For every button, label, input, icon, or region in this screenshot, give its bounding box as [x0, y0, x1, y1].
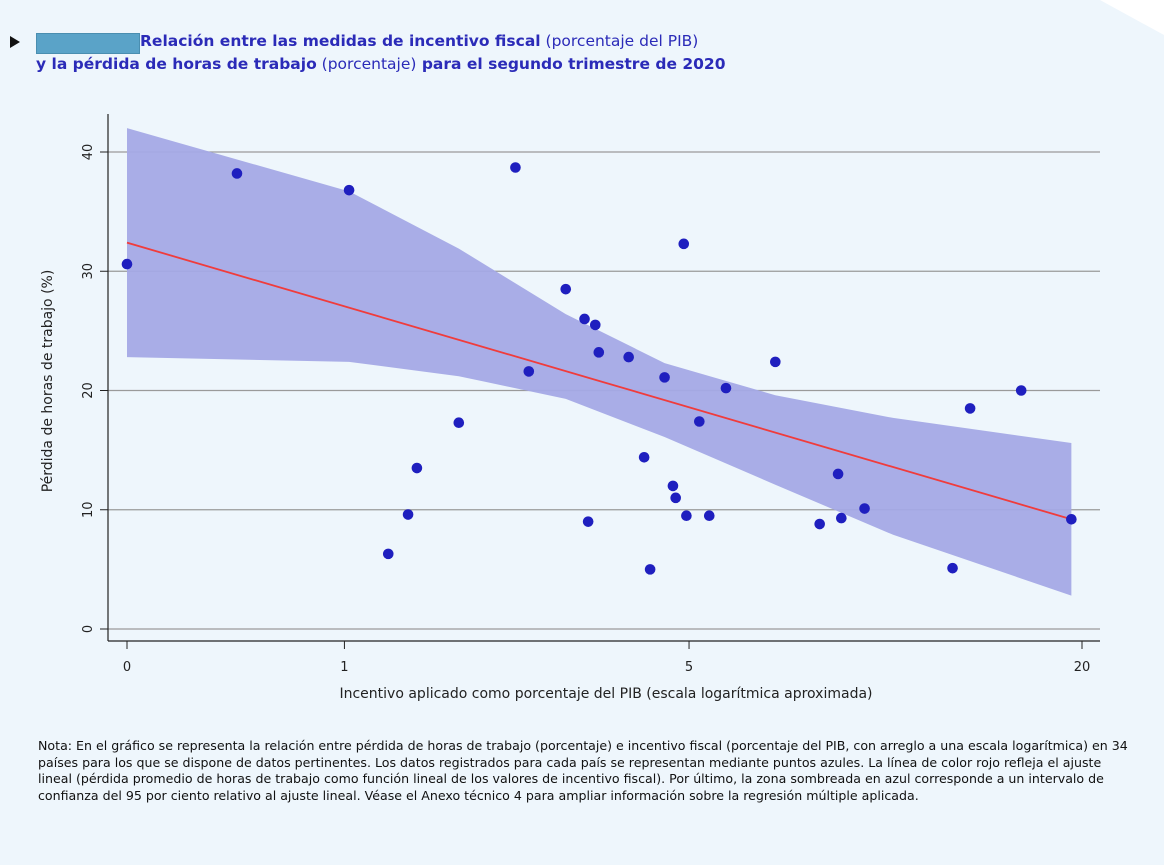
axis-layer: 0 10 20 30 40 0 1 5 20 — [81, 114, 1100, 675]
x-axis-title: Incentivo aplicado como porcentaje del P… — [339, 686, 872, 702]
data-point-8 — [510, 162, 521, 173]
title-line2-bold-b: para el segundo trimestre de 2020 — [416, 55, 726, 73]
figure-label-tag — [36, 33, 140, 54]
y-tick-label-40: 40 — [81, 144, 96, 161]
data-point-28 — [832, 468, 844, 480]
data-point-3 — [343, 184, 355, 196]
data-point-19 — [667, 480, 679, 492]
fit-line-layer — [126, 241, 1072, 521]
y-tick-label-20: 20 — [81, 382, 96, 399]
x-tick-label-1: 1 — [340, 660, 348, 675]
data-point-23 — [694, 416, 705, 427]
data-point-25 — [720, 382, 732, 394]
data-point-20 — [670, 492, 681, 504]
y-axis-title: Pérdida de horas de trabajo (%) — [40, 270, 56, 493]
bullet-arrow-icon — [10, 36, 20, 48]
chart-note: Nota: En el gráfico se representa la rel… — [38, 738, 1128, 803]
title-line1-bold: Relación entre las medidas de incentivo … — [140, 32, 541, 50]
y-tick-label-10: 10 — [81, 501, 96, 518]
title-line-2: y la pérdida de horas de trabajo (porcen… — [36, 53, 726, 76]
y-tick-label-30: 30 — [81, 263, 96, 280]
confidence-band-layer — [127, 128, 1072, 596]
data-point-11 — [579, 313, 590, 325]
x-tick-label-0: 0 — [123, 660, 131, 675]
data-point-26 — [770, 356, 781, 368]
data-point-4 — [382, 548, 394, 560]
x-tick-label-20: 20 — [1074, 660, 1091, 675]
data-point-21 — [678, 238, 690, 250]
title-line2-bold-a: y la pérdida de horas de trabajo — [36, 55, 317, 73]
data-point-1 — [121, 258, 133, 270]
title-line1-regular: (porcentaje del PIB) — [540, 32, 699, 50]
data-point-layer — [121, 162, 1077, 575]
data-point-17 — [644, 564, 656, 575]
data-point-22 — [681, 510, 692, 522]
x-tick-label-5: 5 — [685, 660, 693, 675]
data-point-24 — [703, 510, 715, 522]
data-point-34 — [1066, 513, 1077, 525]
data-point-2 — [231, 168, 243, 179]
data-point-10 — [560, 283, 572, 295]
data-point-29 — [836, 512, 847, 524]
data-point-30 — [859, 503, 870, 514]
confidence-interval-band — [127, 128, 1072, 596]
data-point-13 — [589, 319, 601, 331]
data-point-15 — [623, 351, 634, 363]
data-point-12 — [582, 516, 594, 527]
scatter-chart: 0 10 20 30 40 0 1 5 20 Incentivo aplicado como p… — [40, 114, 1100, 702]
title-line2-regular: (porcentaje) — [316, 55, 417, 73]
data-point-6 — [411, 462, 423, 474]
data-point-33 — [1015, 385, 1027, 396]
data-point-32 — [964, 403, 976, 414]
data-point-31 — [947, 562, 958, 574]
data-point-16 — [638, 451, 650, 463]
linear-fit-line — [126, 241, 1072, 521]
data-point-18 — [659, 372, 670, 383]
title-line-1: Relación entre las medidas de incentivo … — [140, 30, 698, 53]
data-point-27 — [814, 518, 825, 530]
data-point-5 — [402, 509, 414, 520]
data-point-7 — [453, 417, 465, 428]
y-tick-label-0: 0 — [81, 625, 96, 633]
data-point-9 — [523, 366, 535, 377]
data-point-14 — [593, 347, 605, 358]
